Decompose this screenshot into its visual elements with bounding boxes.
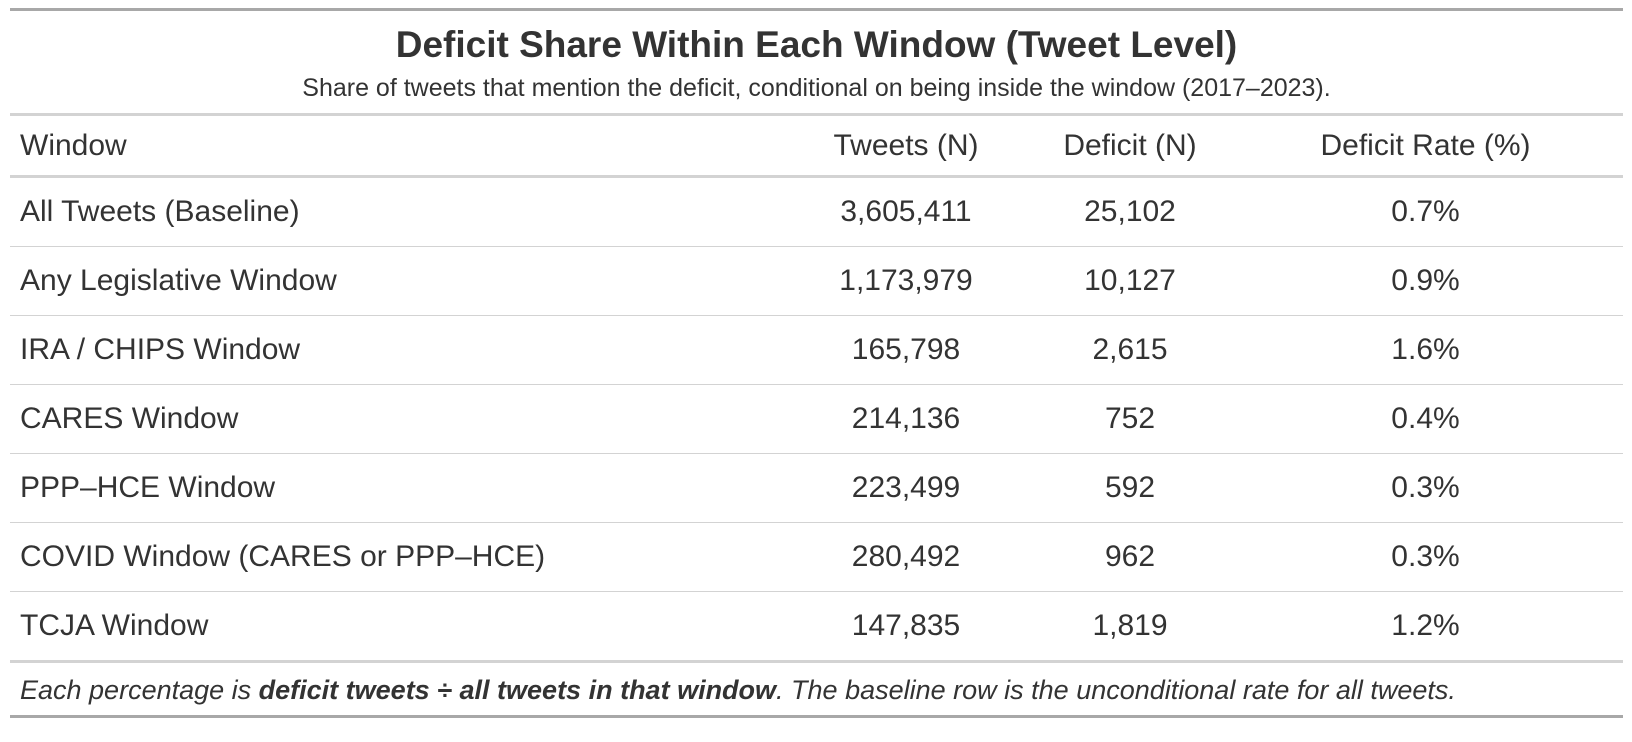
cell-rate: 0.9% <box>1228 246 1623 316</box>
cell-window: COVID Window (CARES or PPP–HCE) <box>10 522 780 592</box>
cell-deficit: 962 <box>1032 522 1228 592</box>
footnote-emphasis: deficit tweets ÷ all tweets in that wind… <box>258 675 777 705</box>
cell-tweets: 223,499 <box>780 453 1032 523</box>
table-heading: Deficit Share Within Each Window (Tweet … <box>10 11 1623 116</box>
footnote-prefix: Each percentage is <box>20 675 259 705</box>
cell-rate: 1.2% <box>1228 591 1623 663</box>
table-bottom-rule <box>10 715 1623 718</box>
table-row: Any Legislative Window 1,173,979 10,127 … <box>10 246 1623 316</box>
column-header-tweets: Tweets (N) <box>780 116 1032 178</box>
footnote-suffix: . The baseline row is the unconditional … <box>776 675 1456 705</box>
cell-rate: 0.3% <box>1228 453 1623 523</box>
cell-tweets: 165,798 <box>780 315 1032 385</box>
table-row: PPP–HCE Window 223,499 592 0.3% <box>10 453 1623 523</box>
table-row: COVID Window (CARES or PPP–HCE) 280,492 … <box>10 522 1623 592</box>
cell-deficit: 10,127 <box>1032 246 1228 316</box>
cell-window: PPP–HCE Window <box>10 453 780 523</box>
table-row: CARES Window 214,136 752 0.4% <box>10 384 1623 454</box>
table-top-rule <box>10 8 1623 11</box>
cell-deficit: 25,102 <box>1032 176 1228 247</box>
cell-deficit: 1,819 <box>1032 591 1228 663</box>
table-subtitle: Share of tweets that mention the deficit… <box>302 74 1331 102</box>
cell-rate: 0.3% <box>1228 522 1623 592</box>
cell-window: TCJA Window <box>10 591 780 663</box>
table-row: IRA / CHIPS Window 165,798 2,615 1.6% <box>10 315 1623 385</box>
cell-deficit: 592 <box>1032 453 1228 523</box>
header-row: Window Tweets (N) Deficit (N) Deficit Ra… <box>10 116 1623 178</box>
table-title: Deficit Share Within Each Window (Tweet … <box>395 24 1238 65</box>
column-header-window: Window <box>10 116 780 178</box>
cell-deficit: 2,615 <box>1032 315 1228 385</box>
table-row: TCJA Window 147,835 1,819 1.2% <box>10 591 1623 663</box>
cell-window: IRA / CHIPS Window <box>10 315 780 385</box>
cell-rate: 0.7% <box>1228 176 1623 247</box>
table-row: All Tweets (Baseline) 3,605,411 25,102 0… <box>10 176 1623 247</box>
cell-window: Any Legislative Window <box>10 246 780 316</box>
cell-tweets: 147,835 <box>780 591 1032 663</box>
column-header-rate: Deficit Rate (%) <box>1228 116 1623 178</box>
table-footnote: Each percentage is deficit tweets ÷ all … <box>10 663 1623 715</box>
data-table: Deficit Share Within Each Window (Tweet … <box>10 8 1623 718</box>
results-table: Window Tweets (N) Deficit (N) Deficit Ra… <box>10 116 1623 663</box>
cell-deficit: 752 <box>1032 384 1228 454</box>
cell-window: CARES Window <box>10 384 780 454</box>
cell-tweets: 280,492 <box>780 522 1032 592</box>
cell-tweets: 1,173,979 <box>780 246 1032 316</box>
column-header-deficit: Deficit (N) <box>1032 116 1228 178</box>
cell-tweets: 3,605,411 <box>780 176 1032 247</box>
cell-tweets: 214,136 <box>780 384 1032 454</box>
cell-window: All Tweets (Baseline) <box>10 176 780 247</box>
cell-rate: 0.4% <box>1228 384 1623 454</box>
cell-rate: 1.6% <box>1228 315 1623 385</box>
